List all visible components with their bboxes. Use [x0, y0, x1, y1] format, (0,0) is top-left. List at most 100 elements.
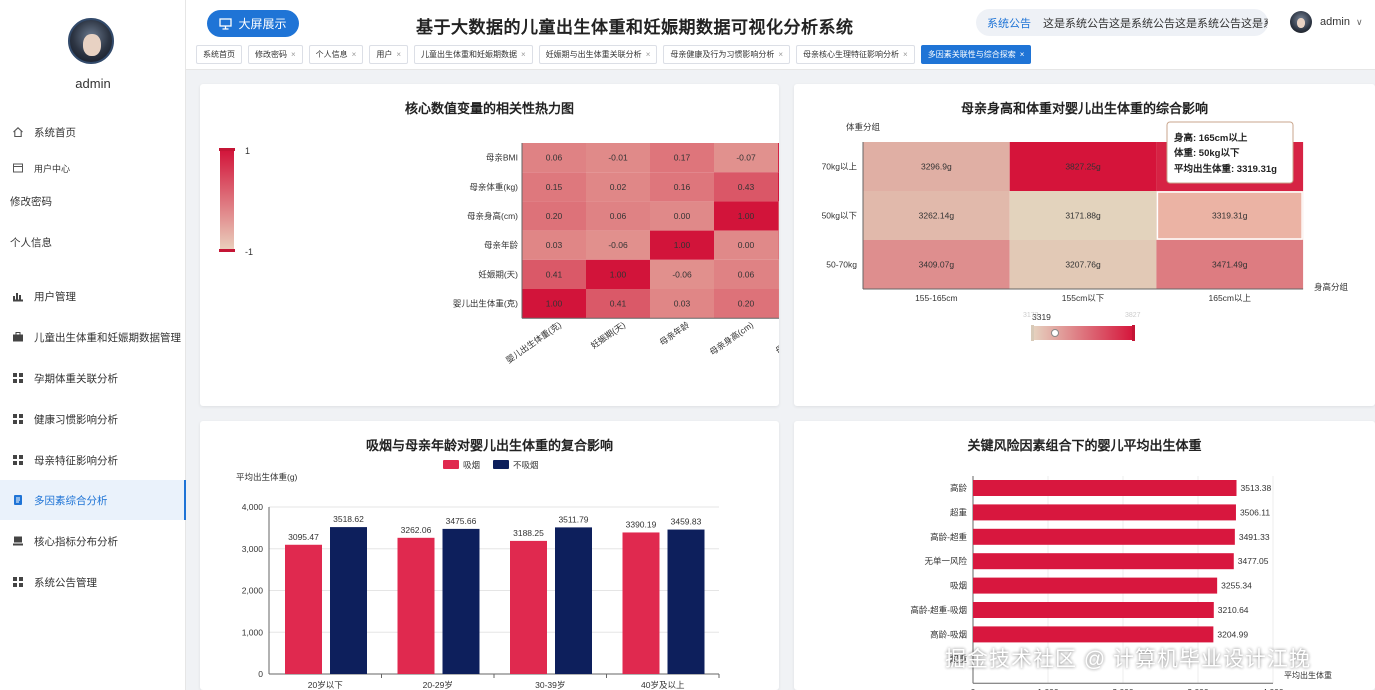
close-icon[interactable]: × — [903, 50, 908, 59]
sidebar-item-8[interactable]: 母亲特征影响分析 — [0, 440, 186, 480]
bar — [510, 540, 547, 674]
bar-value-label: 3262.06 — [401, 525, 432, 535]
bar-value-label: 3188.25 — [513, 528, 544, 538]
tab-label: 个人信息 — [315, 50, 348, 59]
y-tick-label: 70kg以上 — [822, 162, 858, 172]
cell-value-label: 0.06 — [738, 269, 755, 279]
bar-chart-icon — [12, 290, 24, 302]
cell-value-label: 1.00 — [610, 269, 627, 279]
tab-5[interactable]: 妊娠期与出生体重关联分析 × — [538, 45, 658, 64]
sidebar-item-label: 用户中心 — [34, 163, 71, 174]
sidebar-item-6[interactable]: 孕期体重关联分析 — [0, 358, 186, 398]
heatmap-cell — [1009, 240, 1157, 289]
tab-6[interactable]: 母亲健康及行为习惯影响分析 × — [663, 45, 791, 64]
sidebar-item-label: 孕期体重关联分析 — [34, 372, 118, 385]
cell-value-label: -0.06 — [672, 269, 692, 279]
bar — [973, 480, 1237, 496]
page-title: 基于大数据的儿童出生体重和妊娠期数据可视化分析系统 — [416, 18, 854, 37]
slider-handle-left — [1031, 325, 1034, 341]
tab-8[interactable]: 多因素关联性与综合探索 × — [920, 45, 1032, 64]
bar — [973, 602, 1214, 618]
close-icon[interactable]: × — [778, 50, 784, 59]
cell-value-label: 0.20 — [738, 299, 755, 309]
cell-value-label: 3471.49g — [1212, 260, 1248, 270]
user-menu[interactable]: admin ∨ — [1290, 11, 1363, 33]
sidebar-item-4[interactable]: 用户管理 — [0, 276, 186, 316]
sidebar-item-3[interactable]: 个人信息 — [0, 222, 186, 262]
document-icon — [12, 494, 24, 506]
slider-indicator — [1051, 329, 1059, 337]
sidebar-item-label: 健康习惯影响分析 — [34, 413, 118, 426]
bar-value-label: 3390.19 — [626, 519, 657, 529]
x-tick-label: 40岁及以上 — [641, 680, 685, 690]
sidebar-item-1[interactable]: 用户中心 — [0, 148, 186, 188]
slider-bar — [1031, 326, 1134, 340]
sidebar-item-5[interactable]: 儿童出生体重和妊娠期数据管理 — [0, 317, 186, 357]
heatmap-cell — [714, 143, 778, 173]
legend-max-label: 1 — [245, 146, 250, 156]
heatmap-cell — [650, 230, 714, 260]
tab-label: 系统首页 — [203, 50, 235, 59]
heatmap-cell — [863, 142, 1010, 191]
tooltip-box — [1166, 121, 1294, 184]
bar — [285, 544, 322, 674]
heatmap-cell — [522, 259, 586, 289]
x-tick-label: 4,000 — [1262, 687, 1284, 690]
cell-value-label: 0.16 — [674, 182, 691, 192]
cell-value-label: 0.03 — [674, 299, 691, 309]
heatmap-cell — [586, 289, 650, 319]
sidebar-item-9[interactable]: 多因素综合分析 — [0, 480, 186, 520]
close-icon[interactable]: × — [645, 50, 651, 59]
sidebar-item-label: 系统公告管理 — [34, 576, 97, 589]
close-icon[interactable]: × — [291, 50, 296, 59]
bar-value-label: 3210.64 — [1218, 605, 1249, 615]
bar — [973, 553, 1234, 570]
sidebar-item-0[interactable]: 系统首页 — [0, 112, 186, 152]
close-icon[interactable]: × — [396, 50, 402, 59]
cell-value-label: 0.02 — [610, 182, 627, 192]
y-tick-label: 婴儿出生体重(克) — [453, 299, 518, 309]
heatmap-cell — [650, 172, 714, 202]
heatmap-cell — [778, 143, 779, 173]
cell-value-label: 0.03 — [546, 240, 563, 250]
notice-text: 这是系统公告这是系统公告这是系统公告这是系统公告 — [1043, 17, 1268, 30]
slider-handle-right — [1132, 325, 1135, 341]
tab-1[interactable]: 修改密码 × — [248, 45, 303, 64]
x-tick-label: 母亲体重(kg) — [774, 320, 779, 356]
heatmap-cell — [650, 201, 714, 231]
y-tick-label: 超重 — [950, 654, 968, 664]
tab-0[interactable]: 系统首页 — [196, 45, 242, 64]
sidebar-item-2[interactable]: 修改密码 — [0, 181, 186, 221]
y-tick-label: 4,000 — [242, 502, 264, 512]
cell-value-label: 0.41 — [546, 269, 563, 279]
tab-4[interactable]: 儿童出生体重和妊娠期数据 × — [414, 45, 533, 64]
bigscreen-button[interactable]: 大屏展示 — [207, 10, 299, 37]
sidebar-item-11[interactable]: 系统公告管理 — [0, 562, 186, 602]
tooltip-line: 体重: 50kg以下 — [1174, 147, 1240, 159]
bar — [973, 626, 1214, 643]
tab-7[interactable]: 母亲核心生理特征影响分析 × — [796, 45, 915, 64]
bar — [555, 527, 592, 674]
cell-value-label: 0.06 — [546, 153, 563, 163]
sidebar-item-7[interactable]: 健康习惯影响分析 — [0, 399, 186, 439]
x-tick-label: 165cm以上 — [1208, 293, 1251, 303]
close-icon[interactable]: × — [351, 50, 357, 59]
cell-value-label: 0.17 — [674, 153, 691, 163]
tab-2[interactable]: 个人信息 × — [308, 45, 364, 64]
cell-value-label: 3827.25g — [1065, 162, 1101, 172]
close-icon[interactable]: × — [521, 50, 526, 59]
avatar[interactable] — [68, 18, 114, 64]
bar — [622, 532, 660, 674]
grid-icon — [12, 454, 24, 466]
close-icon[interactable]: × — [1019, 50, 1025, 59]
bar-value-label: 3255.34 — [1221, 581, 1252, 591]
notice-bar[interactable]: 系统公告 这是系统公告这是系统公告这是系统公告这是系统公告 — [976, 9, 1268, 36]
cell-value-label: 0.20 — [546, 211, 563, 221]
user-center-icon — [12, 162, 24, 174]
chart-title: 关键风险因素组合下的婴儿平均出生体重 — [967, 438, 1202, 453]
user-name: admin — [1320, 16, 1350, 28]
legend-swatch — [443, 460, 459, 469]
tab-3[interactable]: 用户 × — [369, 45, 409, 64]
bar — [330, 527, 367, 674]
sidebar-item-10[interactable]: 核心指标分布分析 — [0, 521, 186, 561]
